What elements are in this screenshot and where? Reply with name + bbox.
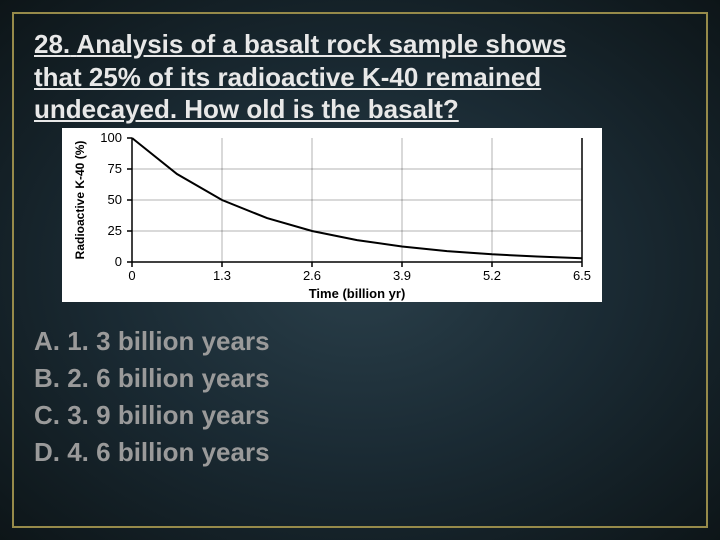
xtick-4: 5.2	[483, 268, 501, 283]
ytick-25: 25	[108, 223, 122, 238]
xtick-1: 1.3	[213, 268, 231, 283]
chart-svg: 0 25 50 75 100 0 1.3	[62, 128, 602, 302]
y-axis-label: Radioactive K-40 (%)	[73, 140, 87, 259]
xtick-5: 6.5	[573, 268, 591, 283]
x-axis-label: Time (billion yr)	[309, 286, 406, 301]
question-line2: that 25% of its radioactive K-40 remaine…	[34, 62, 541, 92]
xtick-2: 2.6	[303, 268, 321, 283]
question-line1: 28. Analysis of a basalt rock sample sho…	[34, 29, 566, 59]
answer-b: B. 2. 6 billion years	[34, 361, 686, 396]
question-text: 28. Analysis of a basalt rock sample sho…	[34, 28, 686, 126]
decay-chart: 0 25 50 75 100 0 1.3	[62, 128, 602, 302]
xtick-3: 3.9	[393, 268, 411, 283]
ytick-50: 50	[108, 192, 122, 207]
answer-c: C. 3. 9 billion years	[34, 398, 686, 433]
answer-d: D. 4. 6 billion years	[34, 435, 686, 470]
answer-choices: A. 1. 3 billion years B. 2. 6 billion ye…	[34, 324, 686, 470]
ytick-75: 75	[108, 161, 122, 176]
ytick-100: 100	[100, 130, 122, 145]
slide-frame: 28. Analysis of a basalt rock sample sho…	[12, 12, 708, 528]
answer-a: A. 1. 3 billion years	[34, 324, 686, 359]
ytick-0: 0	[115, 254, 122, 269]
xtick-0: 0	[128, 268, 135, 283]
decay-curve	[132, 138, 582, 258]
y-ticks: 0 25 50 75 100	[100, 130, 582, 269]
question-line3: undecayed. How old is the basalt?	[34, 94, 459, 124]
